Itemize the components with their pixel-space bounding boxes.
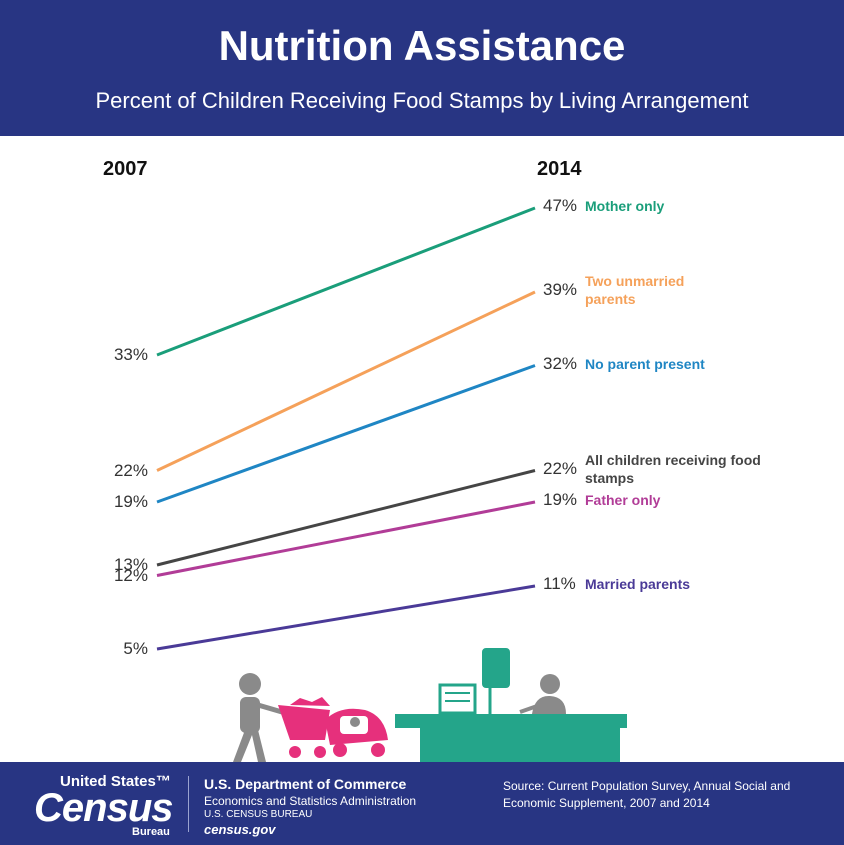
site: census.gov bbox=[204, 822, 276, 837]
series-name: Two unmarried parents bbox=[585, 272, 705, 308]
value-label: 19% bbox=[0, 492, 148, 512]
series-name: Father only bbox=[585, 491, 785, 509]
year-label: 2007 bbox=[103, 158, 148, 181]
admin: Economics and Statistics Administration bbox=[204, 794, 416, 808]
slope-line bbox=[157, 471, 535, 566]
slope-line bbox=[157, 292, 535, 471]
source: Source: Current Population Survey, Annua… bbox=[503, 778, 818, 812]
infographic: Nutrition Assistance Percent of Children… bbox=[0, 0, 844, 845]
year-label: 2014 bbox=[537, 158, 582, 181]
value-label: 39% bbox=[543, 280, 577, 300]
value-label: 19% bbox=[543, 490, 577, 510]
chart bbox=[0, 0, 844, 845]
slope-line bbox=[157, 366, 535, 503]
slope-line bbox=[157, 208, 535, 355]
value-label: 22% bbox=[543, 459, 577, 479]
series-name: No parent present bbox=[585, 355, 785, 373]
value-label: 11% bbox=[543, 574, 576, 594]
checkout-illustration bbox=[395, 648, 627, 762]
value-label: 12% bbox=[0, 566, 148, 586]
slope-line bbox=[157, 586, 535, 649]
series-name: All children receiving food stamps bbox=[585, 451, 765, 487]
series-name: Married parents bbox=[585, 575, 785, 593]
slope-line bbox=[157, 502, 535, 576]
logo-bottom: Bureau bbox=[132, 826, 170, 838]
value-label: 22% bbox=[0, 461, 148, 481]
bureau: U.S. CENSUS BUREAU bbox=[204, 809, 312, 820]
series-name: Mother only bbox=[585, 197, 785, 215]
logo-main: Census bbox=[34, 786, 173, 831]
value-label: 33% bbox=[0, 345, 148, 365]
value-label: 5% bbox=[0, 639, 148, 659]
value-label: 47% bbox=[543, 196, 577, 216]
shopper-illustration bbox=[233, 673, 388, 762]
dept: U.S. Department of Commerce bbox=[204, 776, 406, 792]
divider bbox=[188, 776, 189, 832]
value-label: 32% bbox=[543, 354, 577, 374]
